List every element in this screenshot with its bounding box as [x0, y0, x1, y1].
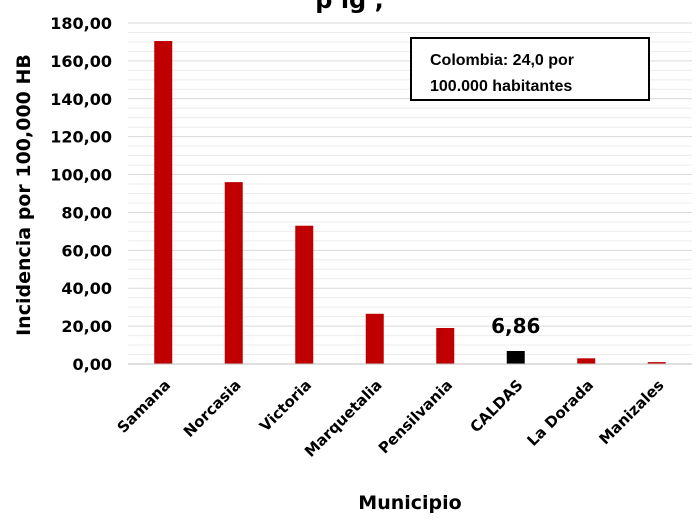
bar	[365, 313, 384, 364]
y-tick-label: 120,00	[50, 128, 112, 147]
y-tick-label: 40,00	[61, 279, 112, 298]
bar	[295, 225, 314, 364]
annotation-line-2: 100.000 habitantes	[430, 78, 573, 95]
y-tick-label: 80,00	[61, 203, 112, 222]
y-tick-label: 160,00	[50, 52, 112, 71]
y-tick-label: 20,00	[61, 317, 112, 336]
bar	[647, 362, 666, 364]
x-tick-label: Pensilvania	[375, 376, 456, 457]
bar	[436, 328, 455, 364]
x-tick-label: Samana	[114, 376, 174, 436]
x-tick-label: Manizales	[595, 376, 667, 448]
y-axis-title: Incidencia por 100,000 HB	[13, 54, 35, 336]
y-tick-label: 140,00	[50, 90, 112, 109]
x-tick-label: Victoria	[256, 376, 315, 435]
x-tick-label: La Dorada	[524, 376, 598, 450]
bar	[154, 40, 173, 364]
y-tick-label: 60,00	[61, 241, 112, 260]
chart-title-fragment: p ig ,	[315, 0, 384, 14]
bar	[506, 351, 525, 364]
bar	[577, 358, 596, 364]
x-tick-label: CALDAS	[466, 376, 526, 436]
x-tick-label: Norcasia	[180, 376, 245, 441]
y-tick-label: 180,00	[50, 14, 112, 33]
bar	[224, 182, 243, 364]
national-rate-annotation: Colombia: 24,0 por 100.000 habitantes	[410, 37, 650, 101]
annotation-line-1: Colombia: 24,0 por	[430, 52, 575, 69]
y-tick-label: 100,00	[50, 166, 112, 185]
y-tick-label: 0,00	[73, 355, 112, 374]
x-axis-title: Municipio	[358, 492, 461, 514]
data-label: 6,86	[491, 314, 540, 338]
